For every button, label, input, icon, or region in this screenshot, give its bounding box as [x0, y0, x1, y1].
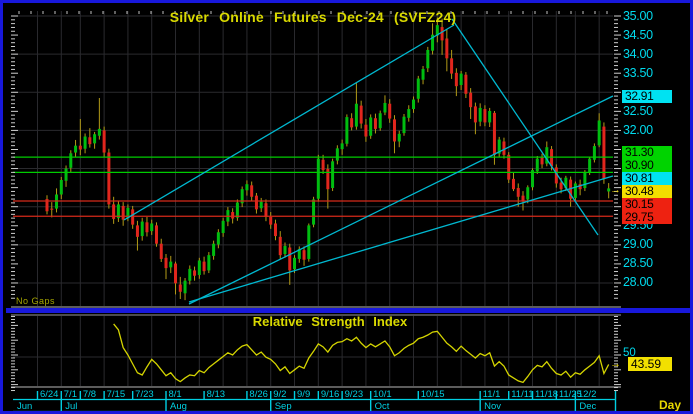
month-label-Jul: Jul: [65, 400, 78, 412]
price-badge-30.15: 30.15: [622, 197, 672, 211]
chart-canvas[interactable]: [3, 3, 690, 411]
price-badge-29.75: 29.75: [622, 210, 672, 224]
date-tick-9/16: 9/16: [320, 389, 340, 400]
price-label-35.00: 35.00: [623, 8, 653, 23]
month-label-Nov: Nov: [484, 400, 502, 412]
rsi-title: Relative Strength Index: [252, 314, 408, 329]
price-badge-32.91: 32.91: [622, 89, 672, 103]
price-label-34.50: 34.50: [623, 27, 653, 42]
price-badge-30.90: 30.90: [622, 158, 672, 172]
price-label-28.50: 28.50: [623, 256, 653, 271]
date-tick-10/1: 10/1: [373, 389, 392, 400]
month-label-Oct: Oct: [374, 400, 390, 412]
date-tick-7/15: 7/15: [106, 389, 126, 400]
rsi-current-arrow-icon: →: [610, 358, 621, 370]
price-badge-30.48: 30.48: [622, 184, 672, 198]
month-label-Jun: Jun: [17, 400, 33, 412]
interval-label[interactable]: Day: [659, 398, 682, 412]
date-tick-11/18: 11/18: [535, 389, 559, 400]
month-label-Sep: Sep: [274, 400, 292, 412]
date-tick-7/23: 7/23: [135, 389, 154, 400]
price-badge-30.81: 30.81: [622, 171, 672, 185]
no-gaps-label: No Gaps: [16, 296, 56, 306]
date-tick-12/2: 12/2: [577, 389, 597, 400]
date-tick-7/1: 7/1: [63, 389, 77, 400]
price-badge-31.30: 31.30: [622, 145, 672, 159]
date-tick-6/24: 6/24: [39, 389, 59, 400]
price-label-28.00: 28.00: [623, 275, 653, 290]
rsi-current-value-badge: 43.59: [628, 357, 672, 371]
date-tick-9/2: 9/2: [273, 389, 287, 400]
date-tick-9/23: 9/23: [344, 389, 364, 400]
rsi-line: [113, 323, 610, 384]
price-label-32.50: 32.50: [623, 103, 653, 118]
price-label-33.50: 33.50: [623, 65, 653, 80]
date-tick-11/25: 11/25: [558, 389, 582, 400]
date-tick-8/26: 8/26: [249, 389, 268, 400]
date-tick-11/11: 11/11: [511, 389, 534, 400]
rsi-axis-label-50: 50: [623, 347, 636, 359]
price-label-32.00: 32.00: [623, 122, 653, 137]
price-label-34.00: 34.00: [623, 46, 653, 61]
date-tick-7/8: 7/8: [82, 389, 97, 400]
date-tick-9/9: 9/9: [297, 389, 311, 400]
date-tick-8/13: 8/13: [206, 389, 226, 400]
current-price-arrow-icon: →: [610, 184, 621, 196]
date-tick-10/15: 10/15: [420, 389, 445, 400]
chart-title: Silver Online Futures Dec-24 (SVFZ24): [169, 9, 457, 25]
price-label-29.00: 29.00: [623, 237, 653, 252]
date-tick-11/1: 11/1: [482, 389, 501, 400]
date-tick-8/1: 8/1: [168, 389, 182, 400]
month-label-Dec: Dec: [579, 400, 597, 412]
month-label-Aug: Aug: [170, 400, 187, 412]
